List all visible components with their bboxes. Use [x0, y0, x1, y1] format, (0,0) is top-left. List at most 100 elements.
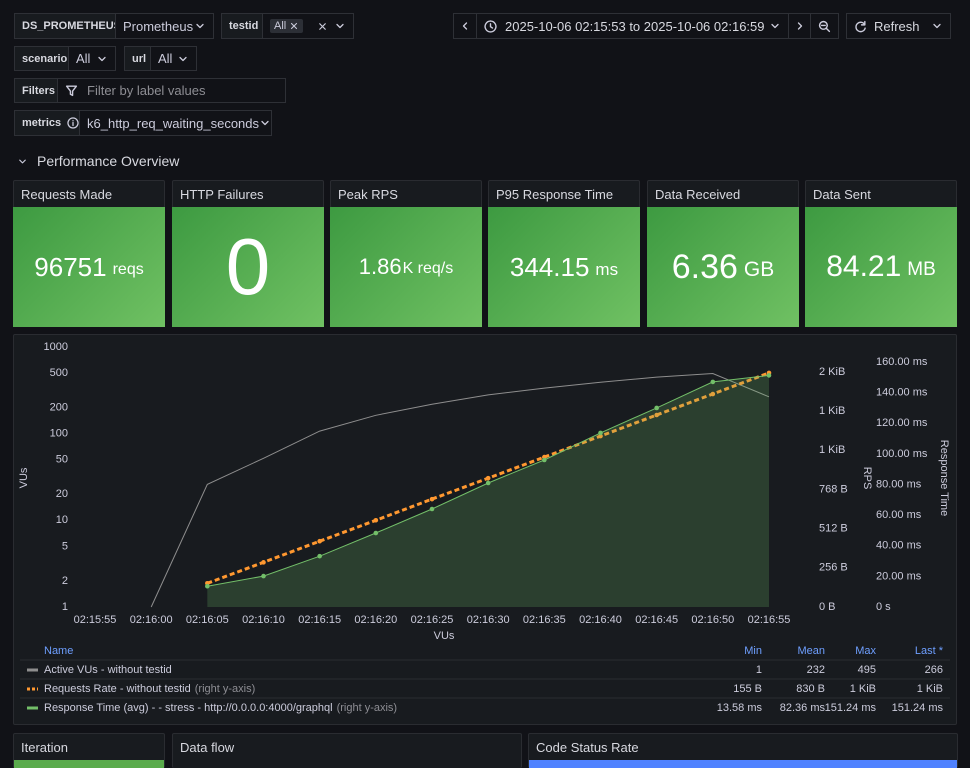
point [485, 480, 491, 486]
stat-title: HTTP Failures [172, 180, 324, 208]
panel-title: Data flow [180, 740, 235, 755]
variable-select[interactable]: Prometheus [115, 13, 214, 39]
select-value: All [76, 51, 91, 66]
variable-select[interactable]: k6_http_req_waiting_seconds [79, 110, 272, 136]
chip-text: All [274, 20, 287, 32]
x-tick-label: 02:16:25 [411, 614, 454, 626]
point [542, 457, 547, 463]
label-text: url [132, 52, 147, 65]
refresh-icon [855, 20, 866, 32]
label-text: metrics [22, 117, 62, 129]
panel: Iteration [13, 733, 165, 768]
chevron-icon [771, 23, 779, 29]
chevron-icon [336, 23, 344, 29]
y2-tick-label: 1 KiB [819, 444, 845, 456]
filter-input[interactable]: Filter by label values [57, 78, 286, 103]
y3-axis-label: Response Time [938, 440, 950, 516]
stat-value: 1.86 [358, 254, 402, 279]
y-tick-label: 50 [56, 454, 68, 466]
collapse-icon [19, 159, 26, 163]
time-range: 2025-10-06 02:15:53 to 2025-10-06 02:16:… [505, 18, 765, 34]
y-axis-label: VUs [18, 467, 30, 488]
y3-tick-label: 120.00 ms [876, 417, 928, 429]
variable-label: DS_PROMETHEUS [14, 13, 116, 39]
y3-tick-label: 60.00 ms [876, 509, 922, 521]
variable-select[interactable]: All [68, 46, 116, 71]
stat-value-box: 84.21 MB [805, 207, 957, 327]
stat-value-box: 344.15 ms [488, 207, 640, 327]
y-tick-label: 1000 [44, 341, 68, 353]
placeholder-text: Filter by label values [87, 83, 206, 98]
point [598, 430, 603, 436]
chevron-icon [261, 120, 269, 126]
y3-tick-label: 20.00 ms [876, 570, 922, 582]
stat-value: 0 [225, 222, 271, 311]
stat-value-box: 96751 reqs [13, 207, 165, 327]
y2-tick-label: 256 B [819, 562, 848, 574]
chevron-icon [98, 56, 106, 61]
area [207, 375, 770, 607]
y3-tick-label: 0 s [876, 601, 891, 613]
y-tick-label: 1 [62, 601, 68, 613]
chevron-right-icon [797, 22, 802, 30]
legend-mean: 82.36 ms [780, 702, 826, 714]
variable-select[interactable]: All [262, 13, 354, 39]
x-axis-label: VUs [434, 630, 455, 642]
legend-min: 13.58 ms [717, 702, 763, 714]
y2-tick-label: 1 KiB [819, 405, 845, 417]
zoom-out-button[interactable] [810, 13, 839, 39]
chevron-left-icon [462, 22, 468, 30]
legend-max: 1 KiB [850, 683, 876, 695]
stat-title: Requests Made [13, 180, 165, 208]
point [373, 517, 379, 523]
point [710, 391, 716, 397]
y-tick-label: 10 [56, 514, 68, 526]
select-value: All [158, 51, 173, 66]
y-tick-label: 200 [50, 401, 68, 413]
refresh-button[interactable]: Refresh [846, 13, 951, 39]
legend-header: Name [44, 645, 73, 657]
y2-tick-label: 2 KiB [819, 366, 845, 378]
legend-min: 155 B [733, 683, 762, 695]
point [429, 506, 435, 512]
y3-tick-label: 160.00 ms [876, 356, 928, 368]
chevron-icon [196, 23, 204, 29]
label-text: Filters [22, 84, 56, 97]
stat-unit: K req/s [402, 260, 454, 278]
point [373, 530, 379, 536]
section-header[interactable]: Performance Overview [17, 151, 179, 171]
variable-select[interactable]: All [150, 46, 197, 71]
stat-title: Peak RPS [330, 180, 482, 208]
panel-content [529, 760, 957, 768]
time-forward-button[interactable] [788, 13, 811, 39]
x-tick-label: 02:15:55 [74, 614, 117, 626]
point [598, 433, 603, 439]
legend-header: Min [744, 645, 762, 657]
x-tick-label: 02:16:50 [691, 614, 734, 626]
legend-last: 1 KiB [917, 683, 943, 695]
point [317, 538, 322, 544]
legend-max: 151.24 ms [825, 702, 877, 714]
time-picker[interactable]: 2025-10-06 02:15:53 to 2025-10-06 02:16:… [476, 13, 789, 39]
clear-icon [319, 22, 326, 30]
x-tick-label: 02:16:10 [242, 614, 285, 626]
variable-label: metrics [14, 110, 80, 136]
section-title: Performance Overview [37, 153, 180, 169]
point [317, 553, 322, 559]
point [654, 412, 659, 418]
legend-header: Max [855, 645, 876, 657]
variable-label: testid [221, 13, 263, 39]
y2-tick-label: 768 B [819, 483, 848, 495]
y-tick-label: 5 [62, 540, 68, 552]
stat-value: 96751 [34, 252, 107, 282]
point [766, 373, 772, 378]
legend-name: Active VUs - without testid [44, 664, 172, 676]
legend-note: (right y-axis) [337, 702, 398, 714]
y3-tick-label: 40.00 ms [876, 540, 922, 552]
x-tick-label: 02:16:35 [523, 614, 566, 626]
legend-entry: Requests Rate - without testid (right y-a… [44, 683, 255, 695]
x-tick-label: 02:16:05 [186, 614, 229, 626]
time-back-button[interactable] [453, 13, 477, 39]
stat-value: 6.36 [671, 248, 738, 286]
